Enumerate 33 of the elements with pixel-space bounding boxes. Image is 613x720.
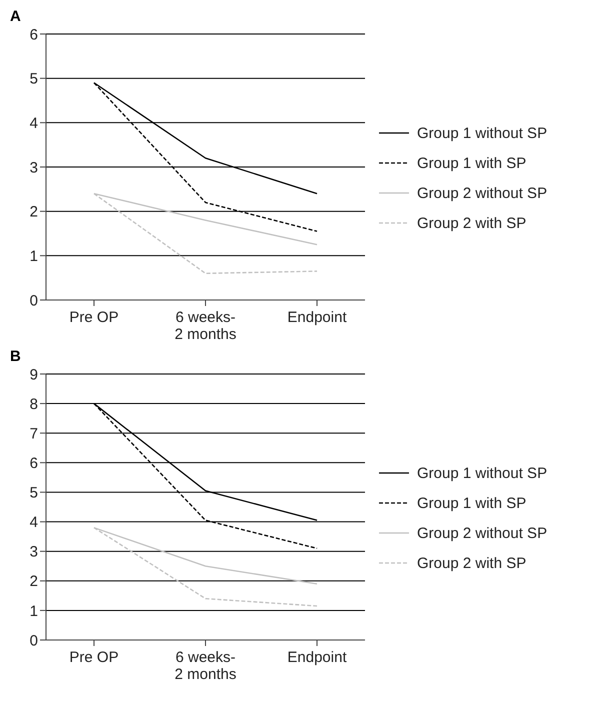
x-tick-label: 6 weeks- 2 months bbox=[174, 309, 236, 343]
y-tick-label: 4 bbox=[30, 514, 38, 532]
legend-label: Group 1 with SP bbox=[417, 154, 526, 172]
x-tick-label: Pre OP bbox=[69, 309, 119, 326]
legend-label: Group 1 without SP bbox=[417, 464, 548, 482]
y-tick-label: 0 bbox=[30, 292, 38, 310]
y-tick-label: 9 bbox=[30, 366, 38, 384]
y-tick-label: 7 bbox=[30, 425, 38, 442]
y-tick-label: 4 bbox=[30, 114, 38, 132]
x-tick-label: Endpoint bbox=[287, 649, 348, 666]
y-tick-label: 3 bbox=[30, 159, 38, 176]
y-tick-label: 1 bbox=[30, 248, 38, 265]
y-tick-label: 6 bbox=[30, 454, 38, 472]
legend-label: Group 1 without SP bbox=[417, 124, 548, 142]
y-tick-label: 6 bbox=[30, 26, 38, 44]
y-tick-label: 3 bbox=[30, 544, 38, 561]
y-tick-label: 5 bbox=[30, 484, 38, 502]
y-tick-label: 1 bbox=[30, 602, 38, 620]
legend-label: Group 2 without SP bbox=[417, 184, 548, 202]
x-tick-label: 6 weeks- 2 months bbox=[174, 649, 236, 683]
chart-title: A bbox=[10, 8, 21, 25]
y-tick-label: 5 bbox=[30, 70, 38, 88]
chart-title: B bbox=[10, 348, 21, 365]
x-tick-label: Pre OP bbox=[69, 649, 119, 666]
legend-label: Group 2 with SP bbox=[417, 554, 526, 572]
legend-label: Group 1 with SP bbox=[417, 494, 526, 512]
y-tick-label: 2 bbox=[30, 204, 38, 221]
y-tick-label: 0 bbox=[30, 632, 38, 650]
y-tick-label: 2 bbox=[30, 573, 38, 590]
x-tick-label: Endpoint bbox=[287, 309, 348, 326]
legend-label: Group 2 without SP bbox=[417, 524, 548, 542]
legend-label: Group 2 with SP bbox=[417, 214, 526, 232]
y-tick-label: 8 bbox=[30, 396, 38, 413]
